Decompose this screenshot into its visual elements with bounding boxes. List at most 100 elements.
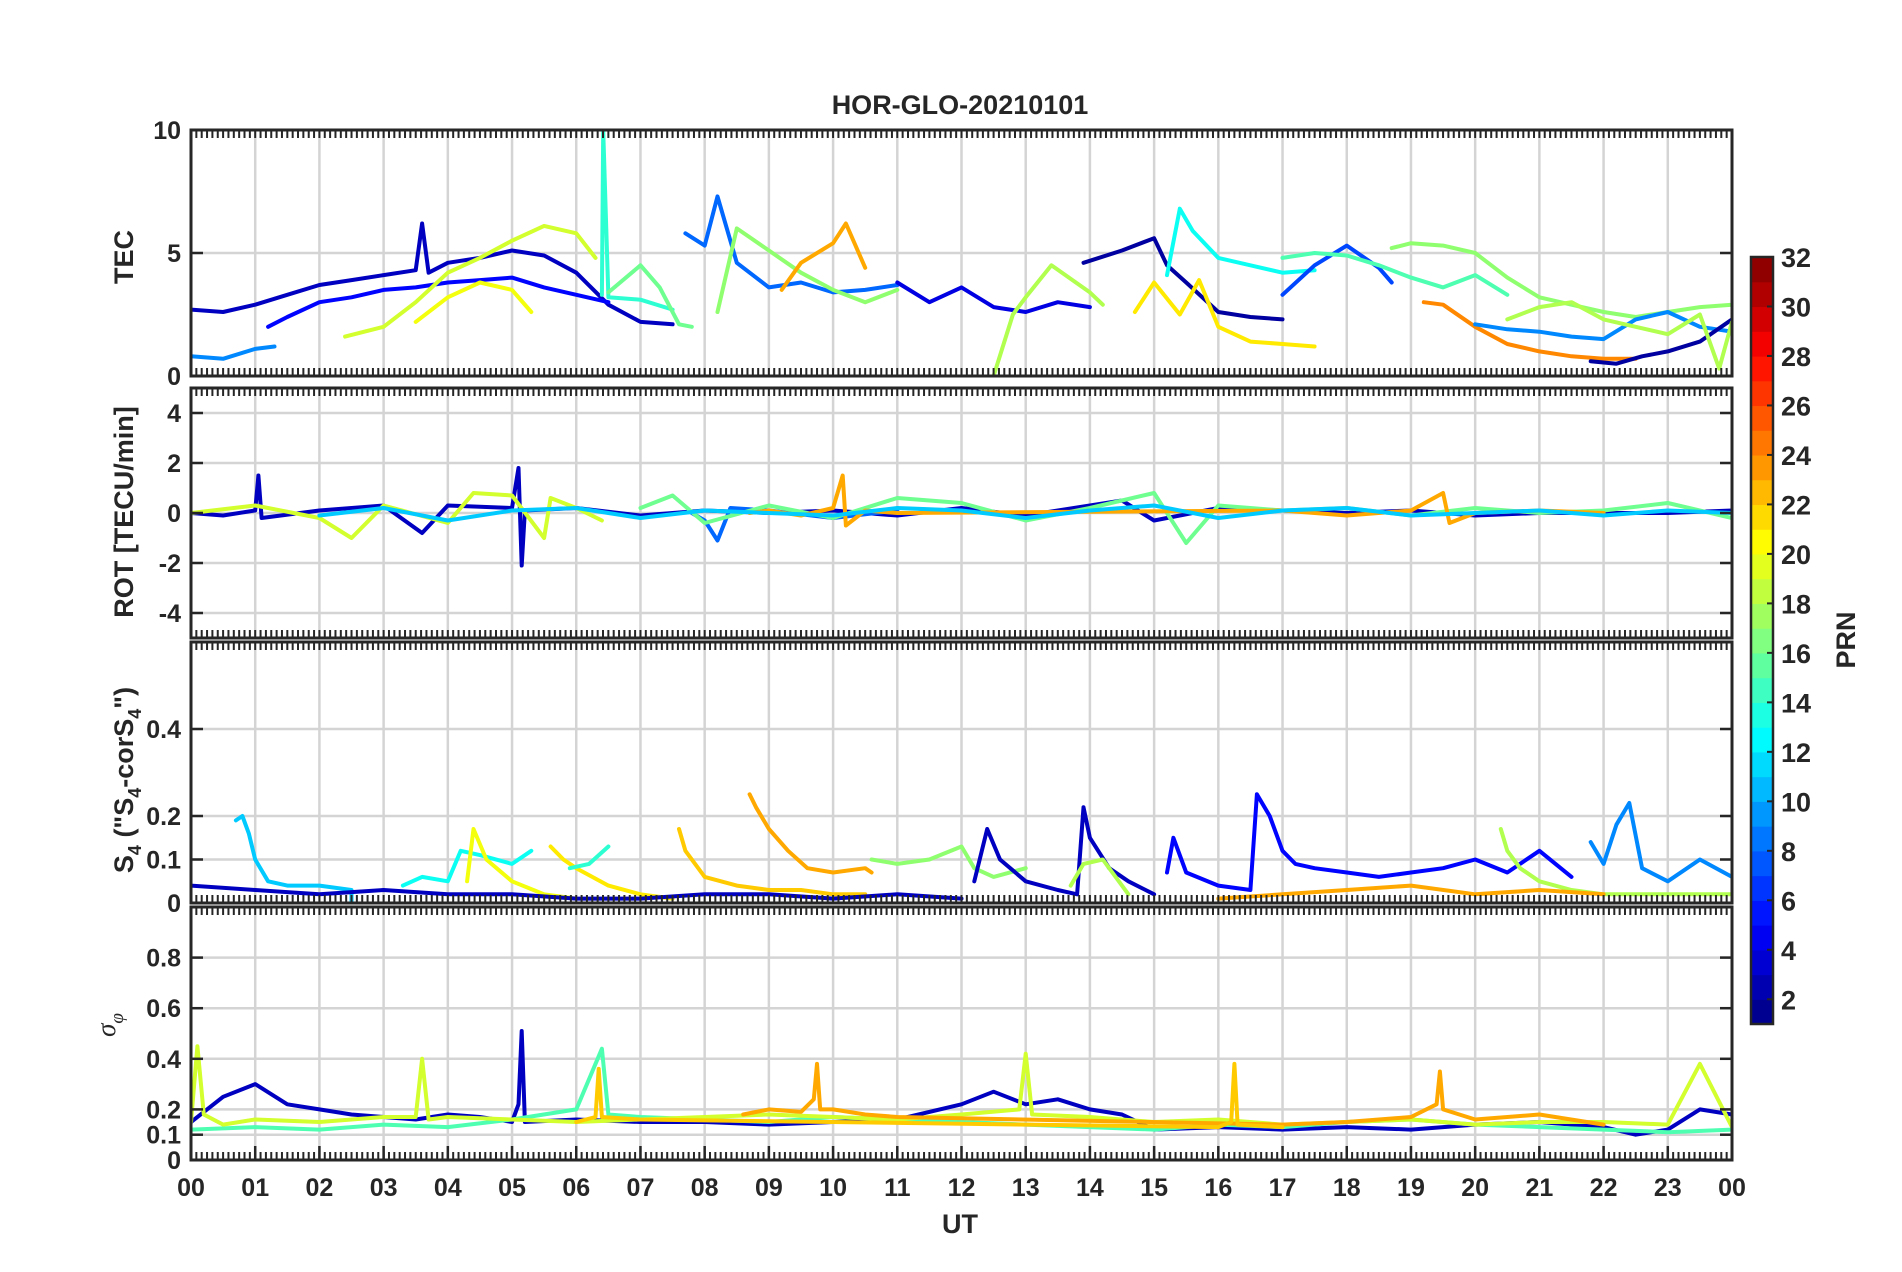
x-tick-label: 03: [370, 1174, 398, 1202]
x-tick-label: 18: [1333, 1174, 1361, 1202]
y-tick-label: 0.2: [146, 1096, 181, 1124]
x-tick-label: 22: [1590, 1174, 1618, 1202]
tec-series-prn-18: [1505, 300, 1732, 371]
y-tick-label: 0: [167, 363, 181, 391]
x-axis: 00 01 02 03 04 05 06 07 08 09 10 11 12 13 14 15 16 17 18 19…: [177, 1146, 1746, 1202]
colorbar-tick-label: 6: [1781, 886, 1796, 916]
colorbar-tick-label: 18: [1781, 589, 1811, 619]
colorbar-segment: [1751, 355, 1773, 382]
colorbar-segment: [1751, 900, 1773, 926]
y-tick-label: 0.6: [146, 995, 181, 1023]
y-tick-label: -2: [159, 550, 181, 578]
x-tick-label: 15: [1140, 1174, 1168, 1202]
colorbar-segment: [1751, 974, 1773, 1000]
colorbar-tick-label: 16: [1781, 639, 1811, 669]
colorbar-segment: [1751, 257, 1773, 283]
y-tick-label: 0.1: [146, 847, 181, 875]
y-tick-label: -4: [159, 600, 181, 628]
y-tick-label: 0: [167, 1147, 181, 1175]
rot-series-prn-19: [191, 491, 604, 540]
x-tick-label: 20: [1461, 1174, 1489, 1202]
x-tick-label: 17: [1269, 1174, 1297, 1202]
rot-series-group: [191, 466, 1732, 568]
tec-series-prn-9: [191, 344, 277, 361]
rot-panel: -4 -2 0 2 4: [159, 386, 1734, 640]
y-tick-label: 0: [167, 890, 181, 918]
x-tick-label: 07: [627, 1174, 655, 1202]
tec-series-prn-4: [895, 280, 1092, 314]
tec-ylabel: TEC: [109, 230, 139, 284]
colorbar-segment: [1751, 405, 1773, 431]
colorbar-frame: [1749, 255, 1775, 1026]
x-tick-label: 11: [884, 1174, 911, 1202]
y-tick-label: 4: [167, 400, 181, 428]
x-tick-label: 05: [498, 1174, 526, 1202]
colorbar-tick-label: 4: [1781, 936, 1796, 966]
s4-series-prn-3: [972, 805, 1157, 897]
tec-series-prn-17: [1389, 241, 1732, 319]
colorbar-tick-label: 22: [1781, 490, 1811, 520]
y-tick-label: 5: [167, 240, 181, 268]
x-tick-label: 19: [1397, 1174, 1425, 1202]
tec-series-prn-8: [683, 194, 900, 295]
tec-series-prn-7: [1280, 243, 1394, 297]
s4-series-prn-23: [1216, 883, 1606, 901]
y-tick-label: 0.2: [146, 803, 181, 831]
colorbar-segment: [1751, 380, 1773, 407]
colorbar-segment: [1751, 603, 1773, 629]
colorbar-tick-label: 24: [1781, 441, 1811, 471]
colorbar-segment: [1751, 727, 1773, 753]
rot-ylabel: ROT [TECU/min]: [109, 406, 139, 617]
sigma-series-group: [191, 1029, 1732, 1137]
colorbar-segment: [1751, 306, 1773, 332]
tec-series-prn-13: [1165, 206, 1317, 278]
svg-text:S4 ("S4-corS4"): S4 ("S4-corS4"): [109, 687, 145, 873]
y-tick-label: 2: [167, 450, 181, 478]
sigma-panel: 00.10.2 0.4 0.6 0.8: [146, 905, 1734, 1175]
s4-series-prn-9: [1588, 801, 1732, 884]
y-tick-label: 0.4: [146, 1046, 181, 1074]
colorbar-tick-label: 12: [1781, 738, 1811, 768]
rot-series-prn-11: [317, 503, 1732, 523]
tec-series-prn-2: [1081, 236, 1285, 322]
x-tick-label: 06: [562, 1174, 590, 1202]
s4-series-prn-11: [233, 814, 354, 903]
colorbar-tick-label: 30: [1781, 292, 1811, 322]
x-tick-label: 16: [1204, 1174, 1232, 1202]
x-tick-label: 08: [691, 1174, 719, 1202]
colorbar-tick-label: 2: [1781, 985, 1796, 1015]
colorbar-tick-label: 20: [1781, 540, 1811, 570]
y-tick-label: 10: [153, 117, 181, 145]
x-tick-label: 13: [1012, 1174, 1040, 1202]
tec-series-prn-14: [599, 130, 675, 312]
y-tick-label: 0.1: [146, 1122, 181, 1150]
tec-panel: 0 5 10: [153, 117, 1734, 391]
x-tick-label: 01: [241, 1174, 269, 1202]
tec-series-prn-18: [991, 263, 1105, 376]
x-tick-label: 00: [1718, 1174, 1746, 1202]
colorbar-segment: [1751, 479, 1773, 506]
s4-series-prn-18: [1068, 857, 1131, 897]
colorbar-segment: [1751, 677, 1773, 703]
colorbar-segment: [1751, 850, 1773, 877]
s4-series-prn-5: [1165, 792, 1574, 892]
colorbar-segment: [1751, 430, 1773, 456]
tec-series-prn-21: [1132, 278, 1317, 349]
tec-series-prn-17: [715, 226, 900, 314]
x-tick-label: 23: [1654, 1174, 1682, 1202]
y-tick-label: 0.4: [146, 716, 181, 744]
chart-title: HOR-GLO-20210101: [832, 90, 1089, 120]
colorbar-tick-label: 10: [1781, 787, 1811, 817]
tec-series-prn-2: [1588, 317, 1732, 366]
colorbar-segment: [1751, 454, 1773, 481]
colorbar-segment: [1751, 751, 1773, 778]
colorbar-segment: [1751, 281, 1773, 308]
sigma-series-prn-22: [574, 1061, 1285, 1130]
x-tick-label: 09: [755, 1174, 783, 1202]
colorbar-tick-label: 32: [1781, 243, 1811, 273]
colorbar-segment: [1751, 628, 1773, 654]
colorbar-tick-label: 8: [1781, 837, 1796, 867]
s4-series-prn-23: [747, 792, 874, 875]
x-tick-label: 04: [434, 1174, 462, 1202]
